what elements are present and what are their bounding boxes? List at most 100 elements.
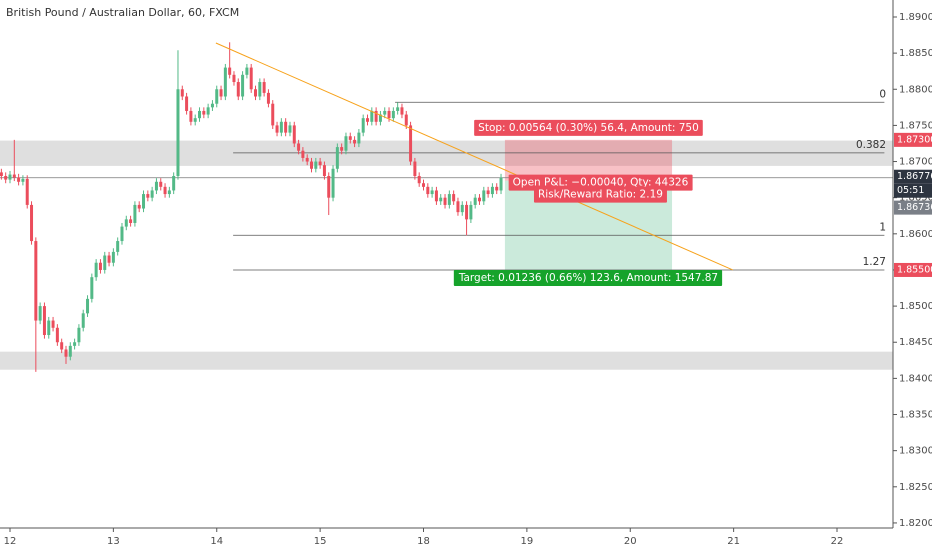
candle-body: [297, 143, 301, 151]
x-tick-label: 22: [831, 536, 844, 547]
y-tick-label: 1.84000: [899, 373, 932, 384]
candle-body: [490, 186, 494, 195]
candle-body: [21, 178, 25, 182]
candle-body: [477, 197, 481, 202]
candle-body: [172, 176, 176, 191]
y-tick-label: 1.87500: [899, 120, 932, 131]
candle-body: [189, 110, 193, 122]
y-tick-label: 1.88500: [899, 48, 932, 59]
x-tick-label: 18: [417, 536, 430, 547]
target-price-box: [894, 262, 932, 277]
candle-body: [90, 277, 94, 299]
x-tick-label: 13: [107, 536, 120, 547]
candle-body: [262, 82, 266, 93]
last-price: 1.86776: [897, 171, 932, 182]
candle-body: [154, 181, 158, 191]
candle-body: [249, 67, 253, 90]
candle-body: [159, 181, 163, 187]
candle-body: [180, 89, 184, 97]
candle-body: [447, 194, 451, 205]
candle-body: [98, 262, 102, 270]
candle-body: [17, 177, 21, 182]
x-tick-label: 15: [314, 536, 327, 547]
candle-body: [232, 74, 236, 83]
overlay: Stop: 0.00564 (0.30%) 56.4, Amount: 750 O…: [453, 119, 723, 286]
candle-body: [396, 107, 400, 111]
target-price: 1.85500: [897, 264, 932, 275]
candle-body: [348, 136, 352, 140]
candle-body: [0, 172, 3, 176]
candle-body: [366, 118, 370, 122]
candle-body: [378, 114, 382, 122]
candle-body: [137, 204, 141, 209]
candle-body: [344, 136, 348, 151]
candle-body: [465, 204, 469, 220]
stop-price: 1.87300: [897, 134, 932, 145]
candle-body: [322, 165, 326, 176]
candle-body: [258, 82, 262, 97]
candle-body: [499, 177, 503, 191]
candle-body: [215, 89, 219, 104]
countdown: 05:51: [897, 185, 924, 196]
candle-body: [120, 226, 124, 242]
candle-body: [486, 190, 490, 195]
y-tick-label: 1.88000: [899, 84, 932, 95]
candle-body: [51, 320, 55, 328]
candle-body: [469, 204, 473, 220]
candle-body: [400, 107, 404, 115]
candle-body: [68, 345, 72, 357]
candle-body: [146, 194, 150, 198]
candle-body: [193, 118, 197, 122]
candle-body: [266, 92, 270, 104]
target-text: Target: 0.01236 (0.66%) 123.6, Amount: 1…: [458, 272, 718, 284]
candle-body: [210, 103, 214, 108]
candle-body: [387, 110, 391, 119]
candle-body: [77, 327, 81, 343]
candle-body: [198, 110, 202, 119]
entry-price: 1.86736: [897, 202, 932, 213]
candle-body: [38, 306, 42, 321]
candle-body: [421, 183, 425, 187]
candle-body: [73, 342, 77, 346]
candle-body: [60, 342, 64, 350]
candle-body: [305, 157, 309, 162]
trendline: [215, 42, 733, 271]
pnl-text: Open P&L: −0.00040, Qty: 44326: [513, 177, 689, 189]
candle-body: [482, 190, 486, 202]
candle-body: [456, 201, 460, 213]
target-text-box: [453, 269, 723, 286]
candle-body: [439, 197, 443, 202]
candle-body: [335, 147, 339, 169]
candle-body: [310, 161, 314, 169]
candle-body: [279, 121, 283, 133]
candle-body: [202, 110, 206, 115]
candle-body: [452, 194, 456, 202]
y-tick-label: 1.89000: [899, 12, 932, 23]
candle-body: [142, 194, 146, 209]
candle-body: [301, 150, 305, 158]
candle-body: [167, 190, 171, 195]
candle-body: [42, 306, 46, 336]
candle-body: [236, 82, 240, 97]
candle-body: [434, 190, 438, 202]
candle-body: [288, 125, 292, 133]
stop-text-box: [474, 119, 703, 136]
candle-body: [357, 132, 361, 144]
fib-label: 1.27: [863, 256, 886, 268]
stop-zone: [504, 139, 673, 181]
x-tick-label: 20: [624, 536, 637, 547]
axes: 1.89000 1.88500 1.88000 1.87500 1.87000 1.865…: [4, 12, 932, 547]
candle-body: [331, 168, 335, 198]
candle-body: [417, 176, 421, 184]
y-tick-label: 1.84500: [899, 337, 932, 348]
candle-body: [133, 204, 137, 223]
candle-body: [8, 174, 12, 180]
candle-body: [94, 262, 98, 278]
y-tick-label: 1.83500: [899, 410, 932, 421]
candle-body: [150, 190, 154, 198]
stop-price-box: [894, 132, 932, 147]
candle-body: [430, 190, 434, 195]
candle-body: [12, 174, 16, 178]
x-tick-label: 21: [727, 536, 740, 547]
